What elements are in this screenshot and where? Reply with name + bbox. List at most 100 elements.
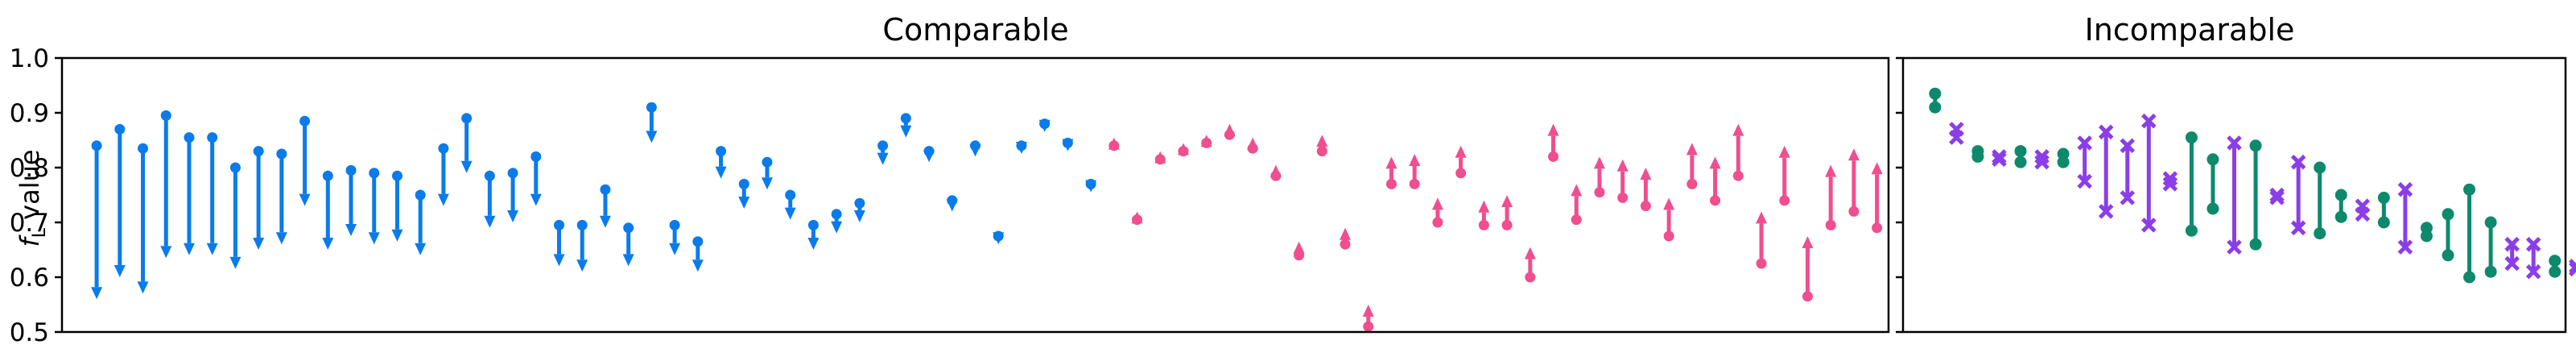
arrow-mark (1316, 135, 1328, 157)
arrow-head (91, 287, 103, 300)
arrow-start-dot (900, 113, 911, 124)
arrow-mark (275, 148, 287, 245)
arrow-mark (1778, 145, 1790, 206)
arrow-mark (969, 140, 981, 157)
arrow-mark (1409, 154, 1421, 189)
arrow-mark (553, 219, 565, 267)
arrow-start-dot (738, 178, 749, 189)
arrow-head (1593, 156, 1605, 169)
arrow-start-dot (1432, 217, 1443, 228)
range-top-circle-marker (2484, 216, 2497, 229)
range-mark (2420, 222, 2433, 243)
arrow-head (1709, 156, 1721, 169)
arrow-start-dot (576, 219, 588, 230)
arrow-start-dot (415, 189, 426, 201)
range-mark (2227, 135, 2242, 255)
arrow-start-dot (623, 222, 634, 234)
arrow-mark (206, 132, 218, 255)
left-panel-marks (91, 102, 1883, 332)
range-bottom-x-marker (2098, 204, 2114, 219)
arrow-head (831, 221, 843, 234)
arrow-start-dot (1363, 321, 1374, 332)
arrow-head (484, 215, 496, 228)
arrow-start-dot (1825, 219, 1836, 230)
range-mark (2185, 131, 2198, 237)
arrow-head (1847, 148, 1860, 161)
range-bottom-circle-marker (2420, 230, 2433, 243)
arrow-head (1778, 145, 1790, 158)
arrow-start-dot (207, 132, 218, 143)
arrow-mark (1663, 197, 1675, 242)
arrow-start-dot (461, 113, 473, 124)
range-bottom-circle-marker (2014, 156, 2027, 168)
arrow-head (669, 243, 681, 255)
range-mark (2207, 153, 2219, 215)
arrow-mark (137, 143, 149, 294)
arrow-start-dot (299, 115, 311, 127)
arrow-mark (1616, 159, 1629, 203)
range-bottom-x-marker (2525, 263, 2541, 280)
range-bottom-x-marker (2227, 239, 2242, 255)
arrow-head (1015, 142, 1027, 154)
arrow-head (160, 246, 172, 259)
arrow-mark (437, 143, 449, 206)
arrow-head (1085, 180, 1097, 193)
arrow-mark (1825, 164, 1837, 230)
range-mark (2269, 187, 2285, 205)
range-bottom-x-marker (2355, 206, 2371, 222)
range-top-x-marker (2077, 135, 2092, 151)
arrow-start-dot (391, 170, 402, 181)
arrow-head (738, 197, 750, 209)
range-bottom-circle-marker (2185, 224, 2198, 237)
arrow-mark (1362, 305, 1374, 332)
arrow-head (322, 238, 334, 250)
range-bottom-circle-marker (2207, 202, 2219, 215)
range-top-x-marker (2227, 135, 2242, 151)
arrow-start-dot (160, 110, 171, 121)
arrow-mark (1686, 143, 1698, 189)
arrow-head (576, 259, 588, 272)
arrow-head (1501, 195, 1513, 207)
arrow-start-dot (253, 146, 264, 157)
range-top-circle-marker (2185, 131, 2198, 144)
arrow-head (646, 131, 658, 143)
range-top-x-marker (2141, 113, 2157, 129)
arrow-head (229, 256, 242, 269)
range-bottom-circle-marker (2442, 249, 2454, 262)
arrow-start-dot (345, 164, 357, 176)
arrow-head (1547, 123, 1559, 136)
range-mark (2442, 208, 2454, 262)
arrow-head (530, 193, 542, 206)
range-top-x-marker (2120, 138, 2136, 154)
range-mark (2504, 236, 2520, 272)
arrow-mark (946, 195, 958, 212)
arrow-head (206, 243, 218, 255)
arrow-start-dot (369, 168, 380, 179)
arrow-head (715, 166, 727, 179)
arrow-start-dot (484, 170, 495, 181)
arrow-start-dot (1710, 195, 1721, 206)
arrow-head (507, 210, 519, 222)
range-mark (1929, 87, 1942, 114)
range-bottom-circle-marker (2484, 265, 2497, 278)
arrow-mark (530, 151, 542, 206)
arrow-head (1616, 159, 1629, 172)
range-mark (2162, 171, 2178, 192)
range-bottom-x-marker (2077, 173, 2092, 189)
arrow-mark (1478, 200, 1490, 230)
arrow-mark (1640, 168, 1652, 212)
left-panel-frame (60, 56, 1890, 334)
arrow-start-dot (91, 140, 102, 151)
arrow-head (1247, 137, 1259, 150)
arrow-start-dot (807, 219, 819, 230)
range-mark (2014, 145, 2027, 168)
range-top-circle-marker (2549, 255, 2562, 268)
arrow-start-dot (530, 151, 542, 162)
arrow-start-dot (877, 140, 889, 151)
arrow-head (1409, 154, 1421, 166)
arrow-start-dot (1455, 168, 1467, 179)
arrow-mark (299, 115, 311, 206)
arrow-mark (853, 197, 865, 222)
arrow-head (137, 281, 149, 294)
